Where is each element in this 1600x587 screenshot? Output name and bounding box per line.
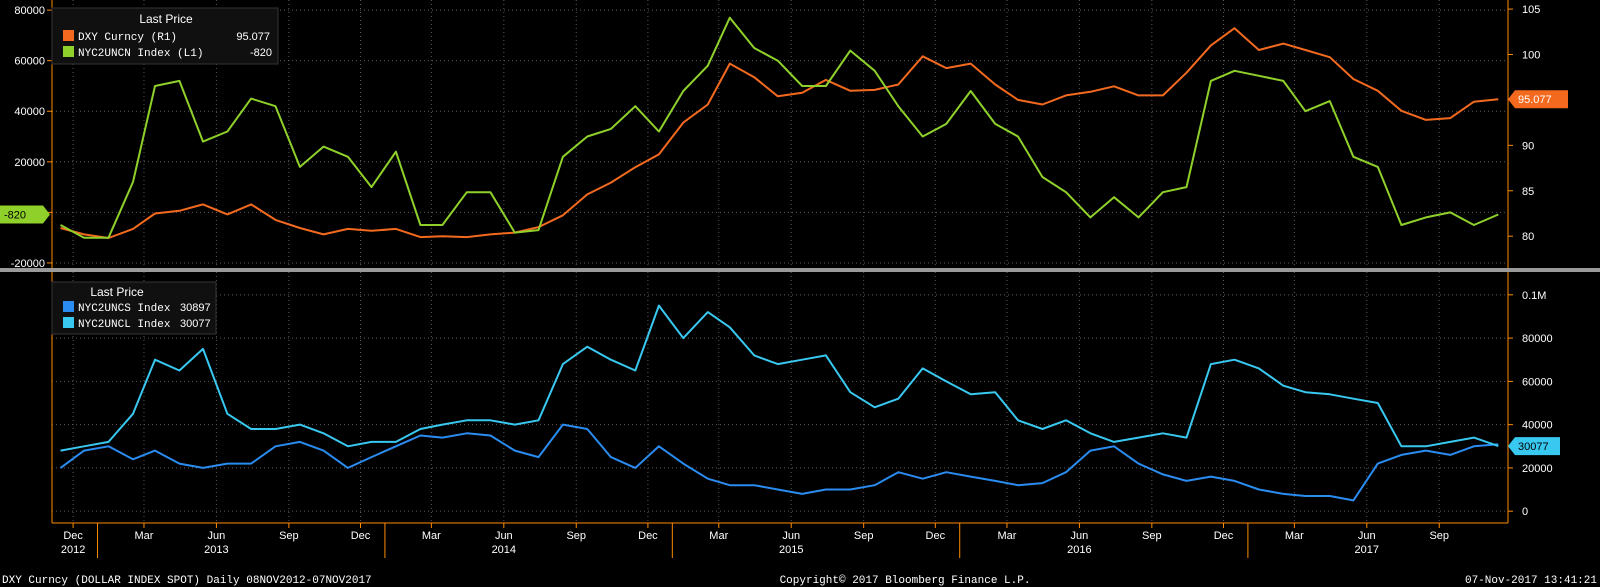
top-legend-title: Last Price <box>139 12 193 26</box>
x-year-label: 2013 <box>204 544 228 556</box>
bottom-panel-grid <box>52 272 1508 523</box>
x-month-label: Dec <box>63 530 83 542</box>
dxy-series-line <box>60 27 1499 239</box>
x-month-label: Dec <box>1214 530 1234 542</box>
x-month-label: Sep <box>1142 530 1162 542</box>
bottom-right-tick-label: 0 <box>1522 506 1528 518</box>
top-panel-grid <box>52 0 1508 268</box>
x-month-label: Mar <box>422 530 441 542</box>
dxy-legend-swatch <box>63 30 74 41</box>
nyc2uncn-legend-value: -820 <box>250 47 272 59</box>
top-left-tick-label: 40000 <box>14 106 45 118</box>
bottom-right-tick-labels: 0.1M 80000 60000 40000 20000 0 <box>1508 290 1553 518</box>
x-month-label: Jun <box>1071 530 1089 542</box>
top-right-tick-label: 105 <box>1522 4 1540 16</box>
dxy-last-value-tag-text: 95.077 <box>1518 94 1552 106</box>
bottom-legend-box <box>51 281 217 335</box>
x-month-label: Sep <box>566 530 586 542</box>
bottom-right-tick-label: 0.1M <box>1522 290 1546 302</box>
footer-left-text: DXY Curncy (DOLLAR INDEX SPOT) Daily 08N… <box>2 575 372 587</box>
top-right-tick-label: 90 <box>1522 140 1534 152</box>
bottom-panel-series <box>59 304 1499 502</box>
x-month-label: Jun <box>1358 530 1376 542</box>
top-left-tick-label: -20000 <box>11 258 45 270</box>
nyc2uncn-last-value-tag-text: -820 <box>4 209 26 221</box>
x-month-label: Dec <box>638 530 658 542</box>
dxy-legend-label: DXY Curncy (R1) <box>78 32 177 44</box>
dxy-last-value-tag-shape <box>1508 90 1568 109</box>
nyc2uncs-legend-value: 30897 <box>180 302 211 314</box>
dxy-last-value-tag: 95.077 <box>1508 90 1568 109</box>
nyc2uncl-last-value-tag-text: 30077 <box>1518 441 1549 453</box>
nyc2uncn-legend-swatch <box>63 46 74 57</box>
bottom-legend: Last Price NYC2UNCS Index 30897 NYC2UNCL… <box>51 281 217 335</box>
bottom-legend-title: Last Price <box>90 285 144 299</box>
x-month-label: Sep <box>279 530 299 542</box>
top-legend-box <box>51 7 279 65</box>
x-month-label: Mar <box>997 530 1016 542</box>
top-panel-series <box>60 16 1499 239</box>
nyc2uncs-legend-swatch <box>63 301 74 312</box>
panel-divider <box>0 268 1600 272</box>
bottom-right-tick-label: 40000 <box>1522 420 1553 432</box>
last-value-tags: 95.077 -820 30077 <box>0 90 1568 456</box>
top-left-tick-label: 60000 <box>14 56 45 68</box>
x-month-label: Mar <box>1285 530 1304 542</box>
x-month-label: Dec <box>926 530 946 542</box>
footer-right-text: 07-Nov-2017 13:41:21 <box>1465 575 1597 587</box>
x-month-label: Mar <box>134 530 153 542</box>
top-right-tick-label: 80 <box>1522 231 1534 243</box>
x-year-label: 2016 <box>1067 544 1091 556</box>
nyc2uncl-legend-label: NYC2UNCL Index <box>78 319 171 331</box>
footer-center-text: Copyright© 2017 Bloomberg Finance L.P. <box>780 575 1031 587</box>
top-right-tick-label: 85 <box>1522 186 1534 198</box>
x-year-label: 2017 <box>1355 544 1379 556</box>
top-left-tick-label: 20000 <box>14 157 45 169</box>
x-axis-tick-labels: Dec Mar Jun Sep Dec Mar Jun Sep Dec Mar Jun Sep Dec M… <box>61 523 1449 558</box>
top-legend: Last Price DXY Curncy (R1) 95.077 NYC2UN… <box>51 7 279 65</box>
bottom-right-tick-label: 20000 <box>1522 463 1553 475</box>
nyc2uncl-last-value-tag: 30077 <box>1508 437 1560 456</box>
x-month-label: Mar <box>709 530 728 542</box>
nyc2uncs-series-line <box>59 423 1499 502</box>
top-right-tick-label: 100 <box>1522 50 1540 62</box>
nyc2uncl-legend-value: 30077 <box>180 318 211 330</box>
nyc2uncs-legend-label: NYC2UNCS Index <box>78 303 171 315</box>
x-month-label: Dec <box>351 530 371 542</box>
bottom-right-tick-label: 80000 <box>1522 333 1553 345</box>
x-month-label: Jun <box>782 530 800 542</box>
x-month-label: Jun <box>208 530 226 542</box>
x-month-label: Sep <box>1429 530 1449 542</box>
x-year-label: 2015 <box>779 544 803 556</box>
nyc2uncn-legend-label: NYC2UNCN Index (L1) <box>78 48 203 60</box>
nyc2uncl-series-line <box>60 304 1499 452</box>
x-year-label: 2012 <box>61 544 85 556</box>
bottom-right-tick-label: 60000 <box>1522 376 1553 388</box>
nyc2uncn-series-line <box>60 16 1499 239</box>
top-left-tick-label: 80000 <box>14 5 45 17</box>
dxy-legend-value: 95.077 <box>236 31 270 43</box>
nyc2uncl-legend-swatch <box>63 317 74 328</box>
x-month-label: Sep <box>854 530 874 542</box>
nyc2uncl-last-value-tag-shape <box>1508 437 1560 456</box>
x-month-label: Jun <box>495 530 513 542</box>
nyc2uncn-last-value-tag: -820 <box>0 205 50 224</box>
x-year-label: 2014 <box>492 544 516 556</box>
nyc2uncn-last-value-tag-shape <box>0 205 50 224</box>
